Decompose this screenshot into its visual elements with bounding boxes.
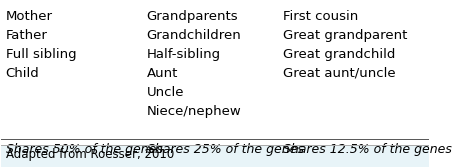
Text: Aunt: Aunt <box>146 67 178 80</box>
Text: Great grandparent: Great grandparent <box>283 29 408 42</box>
Text: Great grandchild: Great grandchild <box>283 48 396 61</box>
Text: Shares 50% of the genes: Shares 50% of the genes <box>6 143 163 156</box>
Text: Mother: Mother <box>6 10 53 23</box>
Text: Grandchildren: Grandchildren <box>146 29 241 42</box>
Text: Full sibling: Full sibling <box>6 48 76 61</box>
Text: Uncle: Uncle <box>146 86 184 99</box>
Text: Shares 12.5% of the genes: Shares 12.5% of the genes <box>283 143 452 156</box>
Text: Child: Child <box>6 67 39 80</box>
Text: Half-sibling: Half-sibling <box>146 48 221 61</box>
Text: First cousin: First cousin <box>283 10 359 23</box>
Text: Grandparents: Grandparents <box>146 10 238 23</box>
Text: Great aunt/uncle: Great aunt/uncle <box>283 67 396 80</box>
Text: Niece/nephew: Niece/nephew <box>146 105 241 118</box>
Text: Father: Father <box>6 29 47 42</box>
Text: Adapted from Roesser, 2010: Adapted from Roesser, 2010 <box>6 149 174 161</box>
FancyBboxPatch shape <box>1 145 428 167</box>
Text: Shares 25% of the genes: Shares 25% of the genes <box>146 143 303 156</box>
